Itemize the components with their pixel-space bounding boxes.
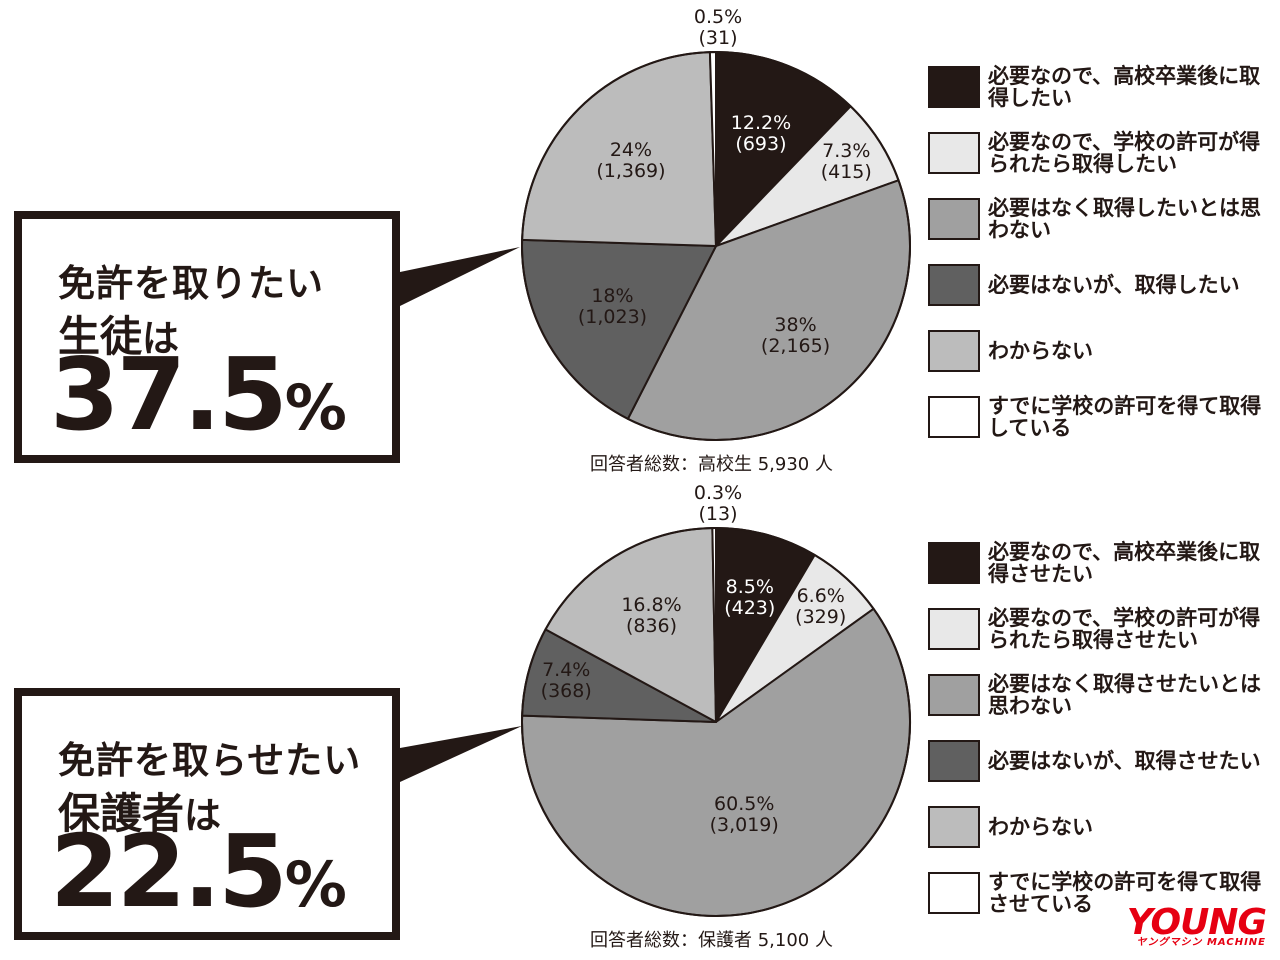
legend-swatch (928, 330, 980, 372)
legend-swatch (928, 740, 980, 782)
students-pie-label-school-permit: 7.3% (415) (820, 139, 872, 183)
parents-callout-line1: 免許を取らせたい (58, 739, 362, 782)
students-pie-label-already-have: 0.5% (31) (694, 7, 742, 49)
pie-count-label: (693) (735, 133, 787, 156)
pie-percentage-label: 0.3% (693, 482, 743, 504)
pie-count-label: (836) (625, 614, 678, 637)
pie-percentage-label: 7.4% (542, 659, 591, 682)
students-legend-item: 必要なので、学校の許可が得られたら取得したい (924, 131, 1274, 178)
parents-callout-subject: 保護者 (58, 789, 185, 838)
students-legend-item: すでに学校の許可を得て取得している (924, 395, 1274, 442)
parents-pie-label-dont-know: 16.8% (836) (621, 593, 682, 637)
legend-label: 必要はなく取得させたいとは思わない (988, 672, 1261, 718)
parents-pie-chart (521, 527, 911, 917)
pie-percentage-label: 7.3% (822, 139, 871, 162)
parents-callout-line2: 保護者は (58, 780, 221, 841)
parents-pie-label-already-have: 0.3% (13) (694, 483, 742, 525)
legend-swatch (928, 674, 980, 716)
parents-legend-item: すでに学校の許可を得て取得させている (924, 871, 1274, 918)
pie-count-label: (368) (540, 680, 592, 703)
students-pie-outline (521, 51, 911, 441)
pie-count-label: (415) (820, 160, 872, 183)
legend-label: わからない (988, 339, 1093, 363)
legend-label: 必要はないが、取得させたい (988, 749, 1261, 773)
pie-count-label: (329) (795, 606, 847, 629)
parents-pie-label-high-school-grad: 8.5% (423) (724, 577, 775, 619)
students-pie-chart (521, 51, 911, 441)
pie-count-label: (31) (698, 27, 738, 49)
parents-callout: 免許を取らせたい 保護者は 22.5% (14, 688, 400, 940)
pie-percentage-label: 6.6% (796, 585, 845, 608)
logo-sub-text: ヤングマシン MACHINE (1136, 937, 1266, 948)
legend-swatch (928, 264, 980, 306)
pie-count-label: (3,019) (709, 813, 779, 836)
parents-pie-label-school-permit: 6.6% (329) (795, 586, 846, 628)
parents-legend-item: 必要なので、学校の許可が得られたら取得させたい (924, 607, 1274, 654)
parents-pie-outline (521, 527, 911, 917)
legend-swatch (928, 132, 980, 174)
students-legend-item: 必要なので、高校卒業後に取得したい (924, 65, 1274, 112)
parents-pie-label-not-needed: 60.5% (3,019) (709, 792, 779, 836)
parents-callout-pointer (400, 726, 522, 782)
pie-count-label: (423) (724, 597, 776, 620)
legend-label: 必要なので、高校卒業後に取得したい (988, 64, 1261, 110)
students-pie-label-not-needed-but-want: 18% (1,023) (578, 286, 647, 328)
parents-legend-item: わからない (924, 806, 1274, 852)
students-callout-subject: 生徒 (58, 312, 143, 361)
parents-pie-label-not-needed-but-want: 7.4% (368) (541, 660, 592, 702)
pie-percentage-label: 24% (609, 138, 653, 161)
pie-percentage-label: 16.8% (621, 593, 682, 616)
parents-callout-unit: % (284, 848, 347, 921)
students-legend-item: わからない (924, 330, 1274, 376)
students-callout-particle: は (142, 317, 180, 360)
pie-percentage-label: 18% (591, 285, 634, 308)
students-pie-label-dont-know: 24% (1,369) (596, 138, 666, 182)
students-pie-label-not-needed: 38% (2,165) (761, 315, 830, 357)
legend-swatch (928, 806, 980, 848)
students-callout-pointer (400, 247, 520, 306)
pie-percentage-label: 8.5% (725, 576, 774, 599)
legend-swatch (928, 608, 980, 650)
students-callout-number: 37.5 (50, 336, 288, 453)
students-callout: 免許を取りたい 生徒は 37.5% (14, 211, 400, 463)
legend-label: すでに学校の許可を得て取得させている (988, 870, 1262, 916)
legend-label: 必要なので、学校の許可が得られたら取得させたい (988, 606, 1261, 652)
legend-label: わからない (988, 815, 1093, 839)
students-callout-line1: 免許を取りたい (58, 262, 324, 305)
logo-main-text: YOUNG (1126, 902, 1267, 943)
parents-callout-percentage: 22.5% (50, 822, 347, 922)
legend-label: すでに学校の許可を得て取得している (988, 394, 1262, 440)
pie-count-label: (1,369) (596, 159, 666, 182)
parents-callout-particle: は (184, 794, 222, 837)
legend-swatch (928, 198, 980, 240)
students-callout-unit: % (284, 371, 347, 444)
pie-percentage-label: 60.5% (714, 792, 775, 815)
parents-total-respondents: 回答者総数：保護者 5,100 人 (590, 930, 833, 951)
students-callout-line2: 生徒は (58, 303, 179, 364)
parents-callout-number: 22.5 (50, 813, 288, 930)
students-callout-percentage: 37.5% (50, 345, 347, 445)
pie-percentage-label: 38% (774, 314, 817, 337)
pie-percentage-label: 12.2% (730, 112, 792, 135)
students-pie-label-high-school-grad: 12.2% (693) (731, 113, 791, 155)
legend-label: 必要はないが、取得したい (988, 273, 1240, 297)
parents-legend-item: 必要なので、高校卒業後に取得させたい (924, 541, 1274, 588)
pie-percentage-label: 0.5% (693, 6, 743, 28)
legend-label: 必要なので、学校の許可が得られたら取得したい (988, 130, 1261, 176)
pie-count-label: (2,165) (760, 335, 831, 358)
young-machine-logo: YOUNG ヤングマシン MACHINE (1126, 902, 1267, 948)
legend-label: 必要はなく取得したいとは思わない (988, 196, 1261, 242)
legend-swatch (928, 66, 980, 108)
legend-swatch (928, 542, 980, 584)
parents-legend-item: 必要はなく取得させたいとは思わない (924, 673, 1274, 720)
pie-count-label: (13) (698, 503, 738, 525)
students-legend-item: 必要はないが、取得したい (924, 264, 1274, 310)
legend-swatch (928, 872, 980, 914)
students-total-respondents: 回答者総数：高校生 5,930 人 (590, 454, 833, 475)
legend-swatch (928, 396, 980, 438)
pie-count-label: (1,023) (577, 306, 648, 329)
legend-label: 必要なので、高校卒業後に取得させたい (988, 540, 1261, 586)
students-legend-item: 必要はなく取得したいとは思わない (924, 197, 1274, 244)
parents-legend-item: 必要はないが、取得させたい (924, 740, 1274, 786)
